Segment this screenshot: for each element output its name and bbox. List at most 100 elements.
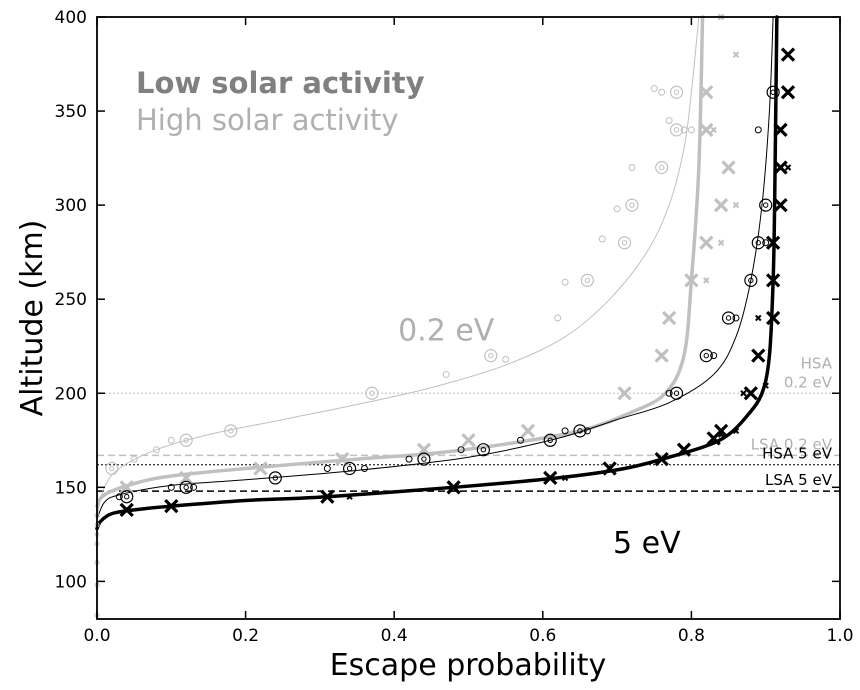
circle-marker-inner	[725, 315, 732, 321]
circle-marker-inner	[183, 484, 189, 491]
circle-marker	[665, 116, 673, 124]
circle-marker	[167, 483, 175, 491]
circle-marker	[561, 427, 569, 435]
circle-marker	[655, 160, 669, 175]
circle-marker	[650, 84, 658, 92]
x-marker	[561, 474, 569, 482]
annotation-0-2-ev: 0.2 eV	[398, 314, 495, 349]
x-marker	[717, 239, 725, 246]
circle-marker	[120, 490, 134, 504]
circle-marker-inner	[183, 437, 189, 443]
circle-marker-inner	[673, 127, 680, 133]
x-marker	[780, 47, 796, 62]
circle-marker	[152, 446, 160, 454]
x-marker	[676, 442, 692, 457]
circle-marker-inner	[621, 240, 628, 246]
x-marker	[773, 160, 788, 175]
circle-marker	[167, 436, 175, 444]
y-tick-label: 250	[55, 290, 87, 310]
x-marker	[320, 489, 335, 504]
x-marker	[654, 451, 669, 467]
curve-0-2-ev-low-solar	[95, 15, 705, 508]
x-marker	[732, 201, 740, 209]
circle-marker-inner	[369, 390, 375, 396]
x-marker	[706, 431, 721, 446]
circle-marker	[417, 452, 431, 466]
circle-marker	[365, 386, 379, 400]
circle-marker-inner	[763, 202, 769, 208]
x-marker	[703, 277, 710, 284]
x-marker	[765, 273, 781, 288]
markers	[94, 13, 796, 618]
x-marker	[164, 498, 179, 514]
y-axis-label: Altitude (km)	[15, 220, 50, 417]
x-marker	[416, 442, 432, 457]
circle-marker	[687, 126, 695, 134]
circle-marker	[721, 311, 736, 325]
x-marker	[446, 480, 461, 495]
x-marker	[699, 122, 714, 138]
x-marker	[725, 164, 732, 171]
x-tick-label: 0.6	[529, 626, 556, 646]
circle-marker	[680, 126, 688, 134]
x-marker	[253, 461, 268, 476]
x-marker	[461, 433, 476, 448]
circle-marker	[573, 424, 587, 438]
y-tick-label: 150	[55, 478, 87, 498]
circle-marker	[323, 465, 331, 472]
circle-marker	[543, 433, 557, 447]
circle-marker-inner	[421, 456, 427, 462]
circle-marker	[517, 436, 525, 444]
legend-low-solar-activity: Low solar activity	[136, 66, 425, 100]
x-tick-label: 0.4	[381, 626, 408, 646]
ref-label-hsa-0-2-ev-0: HSA	[801, 354, 833, 372]
x-marker	[684, 273, 699, 288]
x-marker	[346, 493, 353, 500]
circle-marker	[669, 85, 684, 99]
x-marker	[773, 197, 788, 213]
x-marker	[699, 235, 714, 250]
x-marker	[780, 85, 796, 100]
circle-marker	[502, 355, 510, 363]
x-marker	[699, 85, 714, 100]
circle-marker	[580, 273, 594, 287]
circle-marker-inner	[673, 89, 680, 95]
circle-marker	[190, 483, 198, 491]
x-marker	[743, 386, 758, 401]
ref-label-lsa-0-2-ev-0: LSA 0.2 eV	[751, 435, 833, 453]
circle-marker	[754, 126, 762, 134]
circle-marker	[179, 433, 193, 447]
circle-marker	[617, 236, 632, 250]
x-marker	[654, 348, 669, 363]
circle-marker	[628, 164, 636, 171]
x-marker	[713, 197, 729, 213]
circle-marker	[699, 349, 713, 363]
circle-marker-inner	[658, 164, 665, 171]
circle-marker-inner	[228, 428, 234, 434]
x-axis-label: Escape probability	[330, 648, 607, 683]
plot-frame	[96, 16, 841, 620]
circle-marker	[224, 424, 238, 438]
circle-marker	[625, 198, 639, 212]
circle-marker-inner	[488, 352, 494, 359]
circle-marker	[583, 427, 591, 435]
x-tick-label: 0.2	[232, 626, 259, 646]
circle-marker	[762, 239, 770, 247]
x-marker	[762, 382, 769, 389]
circle-marker	[710, 352, 718, 360]
x-marker	[520, 423, 536, 439]
curve-0-2-ev-high-solar	[96, 16, 700, 517]
labels: Escape probability Altitude (km) Low sol…	[15, 66, 681, 683]
circle-marker-inner	[346, 465, 353, 472]
x-marker	[543, 470, 558, 486]
circle-marker-inner	[703, 352, 709, 359]
x-marker	[732, 51, 740, 58]
circle-marker-inner	[109, 465, 115, 472]
x-marker	[617, 386, 632, 401]
axis-ticks: 0.0 0.2 0.4 0.6 0.8 1.0 100 150 200 250 300 350 400	[55, 8, 854, 646]
circle-marker	[732, 314, 740, 322]
y-tick-label: 200	[55, 384, 87, 404]
circle-marker	[759, 198, 773, 212]
